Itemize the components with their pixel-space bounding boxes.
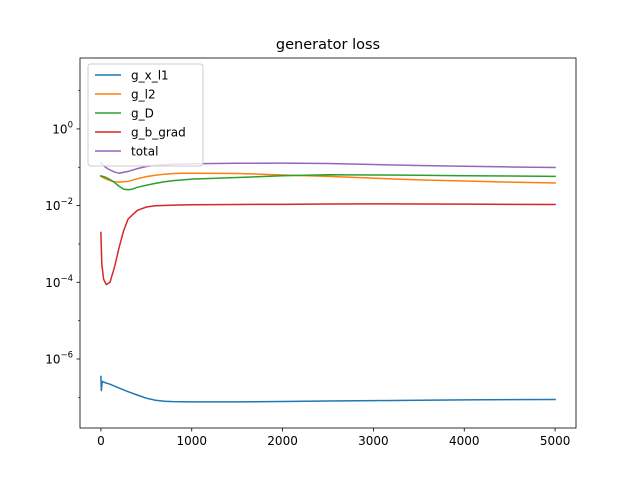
axes-layer: 0 1000 2000 3000 4000 5000 100 10−2 10−4 10−6 [45, 57, 577, 448]
legend-label-total: total [131, 145, 158, 159]
y-tick-label: 100 [52, 120, 73, 136]
legend-label-g_x_l1: g_x_l1 [131, 69, 169, 83]
legend-label-g_D: g_D [131, 107, 154, 121]
series-line-g_l2 [99, 172, 556, 184]
x-tick-label: 2000 [267, 434, 298, 448]
legend-frame [87, 63, 204, 167]
y-tick-label: 10−2 [45, 197, 73, 213]
y-tick-label: 10−4 [45, 274, 73, 290]
legend-label-g_b_grad: g_b_grad [131, 126, 186, 140]
series-line-g_D [99, 173, 556, 191]
x-tick-label: 0 [97, 434, 105, 448]
legend-label-g_l2: g_l2 [131, 88, 156, 102]
x-tick-label: 4000 [449, 434, 480, 448]
series-line-g_b_grad [100, 203, 556, 286]
series-layer [99, 161, 556, 403]
x-tick-label: 3000 [358, 434, 389, 448]
x-tick-label: 5000 [540, 434, 571, 448]
series-line-g_x_l1 [100, 375, 556, 403]
chart-title: generator loss [276, 37, 380, 53]
y-tick-label: 10−6 [45, 350, 73, 366]
x-tick-label: 1000 [176, 434, 207, 448]
plot-frame [79, 57, 577, 429]
